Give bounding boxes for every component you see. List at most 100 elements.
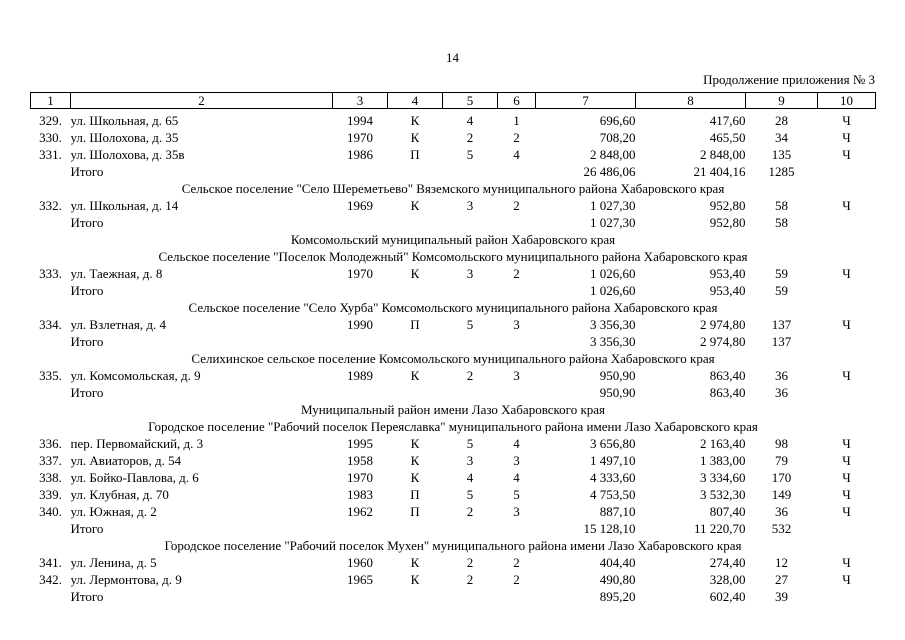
cell-col-3: 1994 — [347, 112, 373, 128]
cell-col-8: 863,40 — [709, 384, 746, 400]
cell-col-3 — [333, 520, 388, 537]
section-title: Селихинское сельское поселение Комсомоль… — [191, 350, 715, 366]
cell-col-7: 696,60 — [599, 112, 636, 128]
cell-col-10 — [818, 588, 876, 605]
cell-col-4: К — [410, 197, 420, 213]
cell-col-5: 3 — [466, 452, 474, 468]
cell-col-1 — [31, 333, 71, 350]
cell-col-6 — [498, 333, 536, 350]
cell-col-6: 1 — [513, 112, 520, 128]
section-row: Городское поселение "Рабочий поселок Мух… — [31, 537, 876, 554]
cell-col-7: 3 656,80 — [590, 435, 636, 451]
total-row: Итого 3 356,30 2 974,80 137 — [31, 333, 876, 350]
cell-col-9: 39 — [775, 588, 788, 604]
cell-col-3: 1989 — [347, 367, 373, 383]
cell-col-6: 3 — [513, 503, 520, 519]
cell-col-9: 36 — [775, 503, 788, 519]
cell-col-5 — [443, 588, 498, 605]
cell-col-9: 137 — [771, 316, 792, 332]
cell-col-1: 336. — [39, 435, 62, 451]
cell-col-3: 1962 — [347, 503, 373, 519]
cell-col-3: 1983 — [347, 486, 373, 502]
cell-col-8: 3 532,30 — [700, 486, 746, 502]
cell-col-3: 1960 — [347, 554, 373, 570]
header-col-4: 4 — [387, 92, 443, 109]
table-row: 342. ул. Лермонтова, д. 9 1965 К 2 2 490,80 328… — [31, 571, 876, 588]
cell-col-10: Ч — [842, 554, 851, 570]
cell-col-5 — [443, 384, 498, 401]
table-row: 337. ул. Авиаторов, д. 54 1958 К 3 3 1 497,10 1… — [31, 452, 876, 469]
cell-col-9: 79 — [775, 452, 788, 468]
section-title: Комсомольский муниципальный район Хабаро… — [290, 231, 616, 247]
cell-col-3 — [333, 282, 388, 299]
continuation-note: Продолжение приложения № 3 — [703, 72, 875, 87]
cell-col-6: 4 — [513, 146, 520, 162]
cell-col-7: 1 027,30 — [590, 197, 636, 213]
section-row: Селихинское сельское поселение Комсомоль… — [31, 350, 876, 367]
cell-col-3: 1969 — [347, 197, 373, 213]
table-header-row: 1 2 3 4 5 6 7 8 9 10 — [30, 92, 876, 109]
cell-col-1: 339. — [39, 486, 62, 502]
cell-col-8: 953,40 — [709, 282, 746, 298]
cell-col-8: 21 404,16 — [693, 163, 746, 179]
cell-col-3 — [333, 333, 388, 350]
cell-col-10 — [818, 520, 876, 537]
cell-col-8: 602,40 — [709, 588, 746, 604]
cell-col-2: Итого — [70, 163, 104, 179]
cell-col-6: 3 — [513, 452, 520, 468]
section-row: Комсомольский муниципальный район Хабаро… — [31, 231, 876, 248]
cell-col-6: 2 — [513, 554, 520, 570]
cell-col-3: 1970 — [347, 469, 373, 485]
cell-col-9: 58 — [775, 214, 788, 230]
cell-col-10: Ч — [842, 146, 851, 162]
cell-col-7: 950,90 — [599, 367, 636, 383]
cell-col-8: 863,40 — [709, 367, 746, 383]
total-row: Итого 1 026,60 953,40 59 — [31, 282, 876, 299]
cell-col-10: Ч — [842, 503, 851, 519]
cell-col-10: Ч — [842, 469, 851, 485]
cell-col-7: 4 753,50 — [590, 486, 636, 502]
section-row: Городское поселение "Рабочий поселок Пер… — [31, 418, 876, 435]
cell-col-8: 3 334,60 — [700, 469, 746, 485]
cell-col-8: 328,00 — [709, 571, 746, 587]
cell-col-2: Итого — [70, 214, 104, 230]
total-row: Итого 1 027,30 952,80 58 — [31, 214, 876, 231]
cell-col-5: 2 — [466, 503, 474, 519]
cell-col-8: 807,40 — [709, 503, 746, 519]
cell-col-7: 26 486,06 — [583, 163, 636, 179]
cell-col-4: К — [410, 112, 420, 128]
cell-col-2: ул. Таежная, д. 8 — [70, 265, 163, 281]
cell-col-3 — [333, 214, 388, 231]
total-row: Итого 895,20 602,40 39 — [31, 588, 876, 605]
cell-col-4 — [388, 163, 443, 180]
cell-col-3 — [333, 384, 388, 401]
cell-col-7: 3 356,30 — [590, 316, 636, 332]
cell-col-8: 2 974,80 — [700, 316, 746, 332]
table-row: 334. ул. Взлетная, д. 4 1990 П 5 3 3 356,30 2 9… — [31, 316, 876, 333]
cell-col-5: 2 — [466, 367, 474, 383]
cell-col-1: 337. — [39, 452, 62, 468]
cell-col-8: 417,60 — [709, 112, 746, 128]
cell-col-7: 1 497,10 — [590, 452, 636, 468]
cell-col-10: Ч — [842, 435, 851, 451]
header-col-8: 8 — [635, 92, 746, 109]
section-title: Сельское поселение "Село Хурба" Комсомол… — [188, 299, 718, 315]
cell-col-5 — [443, 163, 498, 180]
cell-col-2: ул. Ленина, д. 5 — [70, 554, 157, 570]
cell-col-4: П — [410, 316, 420, 332]
page-number: 14 — [446, 50, 459, 65]
cell-col-1: 331. — [39, 146, 62, 162]
table-row: 329. ул. Школьная, д. 65 1994 К 4 1 696,60 417,… — [31, 109, 876, 130]
cell-col-2: ул. Шолохова, д. 35 — [70, 129, 179, 145]
cell-col-6: 2 — [513, 265, 520, 281]
cell-col-1: 338. — [39, 469, 62, 485]
cell-col-6 — [498, 163, 536, 180]
cell-col-7: 708,20 — [599, 129, 636, 145]
header-col-1: 1 — [30, 92, 71, 109]
cell-col-10 — [818, 384, 876, 401]
cell-col-8: 2 848,00 — [700, 146, 746, 162]
section-title: Городское поселение "Рабочий поселок Мух… — [164, 537, 742, 553]
cell-col-9: 1285 — [768, 163, 795, 179]
cell-col-1 — [31, 588, 71, 605]
